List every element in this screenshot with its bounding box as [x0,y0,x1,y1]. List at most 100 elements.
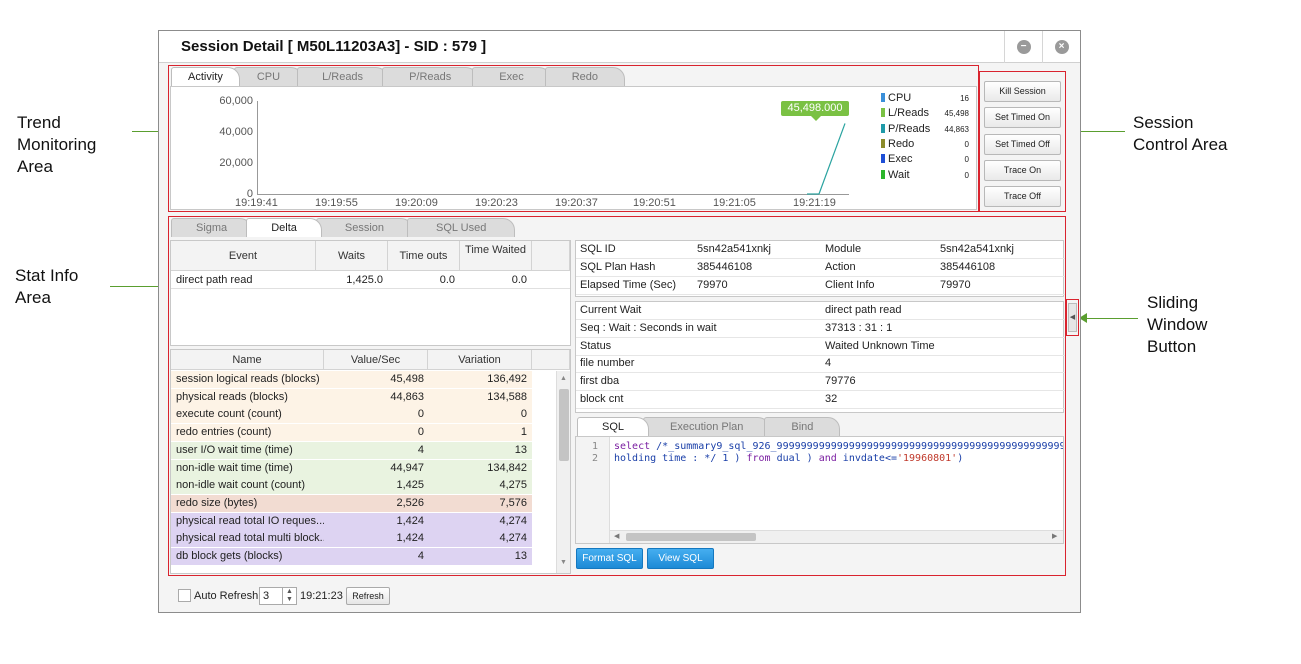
legend-value: 0 [964,170,969,180]
refresh-button[interactable]: Refresh [346,587,390,605]
event-header[interactable]: Event [171,241,316,271]
interval-value: 3 [263,590,270,602]
table-row[interactable]: physical reads (blocks) 44,863 134,588 [171,388,532,407]
tab-sql-used[interactable]: SQL Used [407,218,516,237]
trace-on-button[interactable]: Trace On [984,160,1061,181]
legend-value: 0 [964,155,969,165]
sql-info-row: SQL ID 5sn42a541xnkj Module 5sn42a541xnkj [576,241,1065,259]
minimize-button[interactable]: − [1004,31,1042,63]
scroll-up-icon[interactable]: ▲ [560,375,567,382]
info-value: direct path read [825,304,902,316]
view-sql-button[interactable]: View SQL [647,548,714,569]
value-sec-header[interactable]: Value/Sec [324,350,428,370]
tab-preads[interactable]: P/Reads [382,67,479,86]
info-key: Elapsed Time (Sec) [580,279,676,291]
variation-header[interactable]: Variation [428,350,532,370]
stat-scrollbar[interactable]: ▲ ▼ [556,371,570,573]
kill-session-button[interactable]: Kill Session [984,81,1061,102]
timeouts-header[interactable]: Time outs [388,241,460,271]
stat-variation: 7,576 [499,496,527,509]
trace-off-button[interactable]: Trace Off [984,186,1061,207]
sql-editor[interactable]: 1 2 select /*_summary9_sql_926_999999999… [575,436,1064,544]
set-timed-off-button[interactable]: Set Timed Off [984,134,1061,155]
tab-sql[interactable]: SQL [577,417,650,436]
table-row[interactable]: user I/O wait time (time) 4 13 [171,441,532,460]
legend-label: L/Reads [888,107,929,120]
tab-exec[interactable]: Exec [472,67,551,86]
y-tick-label: 60,000 [219,95,253,107]
table-row[interactable]: physical read total IO reques... 1,424 4,2… [171,512,532,531]
x-tick-label: 19:21:05 [713,197,756,209]
tab-delta[interactable]: Delta [246,218,322,237]
tab-redo[interactable]: Redo [544,67,626,86]
close-icon: × [1054,40,1069,54]
stat-value: 45,498 [390,373,424,385]
stat-name: session logical reads (blocks) [176,373,320,385]
legend-item: Exec [881,153,912,165]
scroll-left-icon[interactable]: ◀ [614,533,620,540]
sql-line-2: holding time : */ 1 ) from dual ) and in… [614,453,964,464]
table-row[interactable]: execute count (count) 0 0 [171,406,532,425]
tab-sigma[interactable]: Sigma [171,218,253,237]
tab-execution-plan[interactable]: Execution Plan [643,417,771,436]
stat-variation: 13 [514,443,527,456]
trend-tabs: Activity CPU L/Reads P/Reads Exec Redo [171,67,626,86]
table-row[interactable]: physical read total multi block... 1,424 4… [171,530,532,549]
time-waited-header[interactable]: Time Waited [460,241,532,271]
tab-cpu[interactable]: CPU [233,67,304,86]
info-value: 37313 : 31 : 1 [825,321,893,334]
stat-variation: 4,275 [499,479,527,492]
stat-value: 0 [417,408,424,421]
table-row[interactable]: redo size (bytes) 2,526 7,576 [171,494,532,513]
table-row[interactable]: non-idle wait time (time) 44,947 134,842 [171,459,532,478]
info-value: 79776 [825,375,856,388]
y-tick-label: 0 [246,188,253,200]
table-row[interactable]: redo entries (count) 0 1 [171,424,532,443]
stat-value: 1,424 [396,514,424,527]
trend-line-chart [807,123,846,195]
table-row[interactable]: db block gets (blocks) 4 13 [171,548,532,566]
format-sql-button[interactable]: Format SQL [576,548,643,569]
tab-lreads[interactable]: L/Reads [297,67,389,86]
info-key: Seq : Wait : Seconds in wait [580,321,717,334]
legend-swatch [881,154,885,164]
minimize-icon: − [1016,40,1031,54]
auto-refresh-checkbox[interactable] [178,589,191,602]
tab-session[interactable]: Session [315,218,414,237]
scroll-down-icon[interactable]: ▼ [560,559,567,566]
tab-activity[interactable]: Activity [171,67,240,86]
stat-name: db block gets (blocks) [176,550,283,562]
legend-value: 45,498 [944,109,969,119]
sql-line-1: select /*_summary9_sql_926_9999999999999… [614,441,1064,452]
sql-info-row: Elapsed Time (Sec) 79970 Client Info 79970 [576,277,1065,295]
wait-info-row: file number 4 [576,355,1065,374]
scroll-right-icon[interactable]: ▶ [1052,533,1058,540]
tab-bind[interactable]: Bind [764,417,841,436]
info-value: 79970 [697,279,728,291]
stepper-arrows-icon[interactable]: ▲ ▼ [282,588,296,604]
table-row[interactable]: non-idle wait count (count) 1,425 4,275 [171,477,532,496]
set-timed-on-button[interactable]: Set Timed On [984,107,1061,128]
horizontal-scrollbar[interactable]: ◀ ▶ [610,530,1063,543]
arrow-left-icon [1079,313,1087,323]
info-value: 32 [825,393,838,405]
info-key: first dba [580,375,620,388]
sliding-window-button-box [1066,299,1079,336]
value-callout: 45,498.000 [781,101,849,116]
line-number: 2 [592,453,599,464]
table-row[interactable]: direct path read 1,425.0 0.0 0.0 [171,271,570,289]
table-row[interactable]: session logical reads (blocks) 45,498 136,… [171,371,532,389]
sliding-window-button[interactable]: ◀ [1068,303,1077,332]
stat-name: redo size (bytes) [176,496,258,509]
name-header[interactable]: Name [171,350,324,370]
wait-info-table: Current Wait direct path read Seq : Wait :… [575,301,1065,413]
scrollbar-thumb[interactable] [559,389,569,461]
hscroll-thumb[interactable] [626,533,756,541]
legend-value: 0 [964,139,969,149]
stat-name: non-idle wait count (count) [176,479,306,492]
close-button[interactable]: × [1042,31,1080,63]
refresh-interval-stepper[interactable]: 3 ▲ ▼ [259,587,297,605]
stat-table: Name Value/Sec Variation session logical… [170,349,571,574]
waits-header[interactable]: Waits [316,241,388,271]
series-line-lreads [818,123,846,195]
